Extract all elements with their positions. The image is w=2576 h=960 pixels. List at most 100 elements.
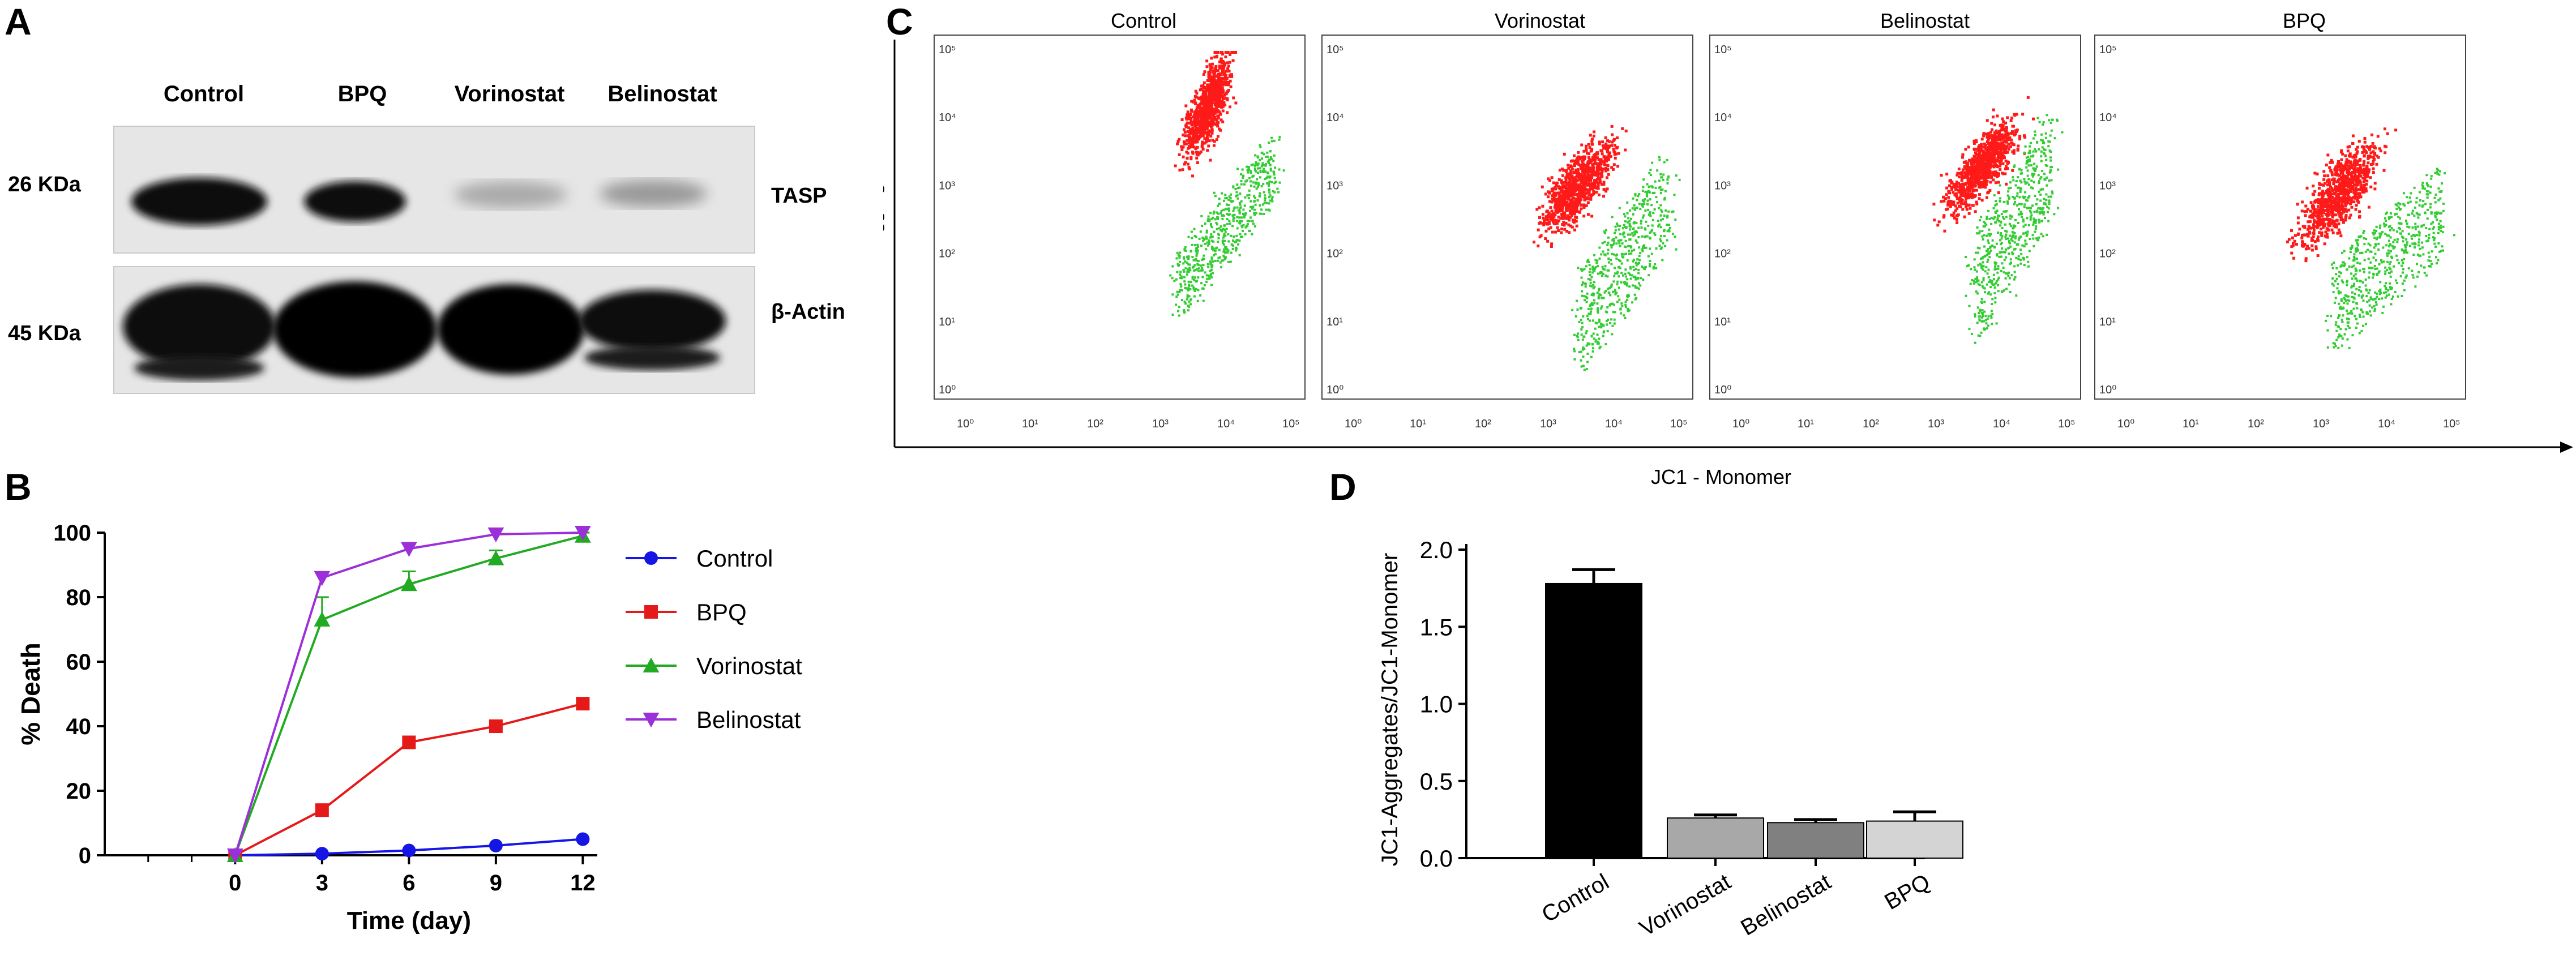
flow-dot-red	[2329, 191, 2332, 195]
flow-dot-red	[1546, 213, 1550, 217]
flow-dot-green	[1993, 286, 1996, 289]
flow-dot-red	[1984, 165, 1987, 168]
flow-dot-green	[1592, 332, 1595, 335]
flow-dot-green	[1985, 322, 1988, 325]
flow-dot-red	[1974, 166, 1978, 169]
flow-dot-green	[1594, 322, 1597, 324]
flow-dot-green	[1659, 214, 1662, 217]
flow-dot-red	[1193, 98, 1196, 102]
flow-dot-green	[1607, 269, 1610, 272]
flow-dot-red	[1578, 199, 1582, 203]
flow-dot-red	[2348, 190, 2352, 193]
flow-dot-green	[1231, 225, 1234, 228]
flow-dot-red	[1570, 195, 1573, 198]
flow-dot-green	[2032, 181, 2035, 183]
flow-dot-red	[1586, 201, 1590, 204]
flow-dot-green	[2019, 187, 2022, 190]
flow-dot-red	[1586, 174, 1590, 178]
flow-dot-red	[1188, 115, 1191, 119]
flow-dot-red	[1582, 205, 1586, 209]
flow-dot-green	[1597, 341, 1599, 344]
flow-dot-red	[1202, 89, 1205, 93]
flow-dot-green	[1223, 258, 1226, 260]
flow-dot-green	[1232, 209, 1235, 212]
flow-dot-green	[2007, 271, 2010, 274]
flow-dot-green	[2047, 140, 2050, 143]
flow-dot-red	[1592, 162, 1595, 166]
flow-dot-green	[1169, 274, 1172, 277]
flow-dot-green	[1193, 295, 1196, 298]
flow-dot-green	[1636, 206, 1638, 209]
flow-dot-green	[1257, 182, 1260, 185]
flow-dot-green	[1266, 182, 1269, 185]
flow-dot-red	[1979, 168, 1983, 171]
flow-dot-green	[1996, 217, 1999, 220]
flow-dot-red	[1195, 117, 1199, 121]
flow-dot-green	[1180, 285, 1183, 288]
flow-dot-red	[1975, 158, 1979, 161]
flow-dot-red	[1606, 144, 1610, 148]
flow-dot-red	[1978, 166, 1981, 169]
band-tasp-control	[131, 178, 267, 225]
flow-dot-green	[1260, 208, 1263, 211]
flow-dot-red	[1552, 196, 1556, 200]
band-actin-belinostat	[579, 290, 726, 352]
flow-dot-red	[2339, 162, 2343, 165]
flow-dot-red	[1211, 107, 1214, 110]
flow-dot-green	[1251, 175, 1254, 178]
flow-dot-green	[1643, 203, 1646, 205]
flow-dot-red	[1616, 165, 1620, 168]
flow-dot-red	[1176, 139, 1180, 143]
flow-dot-green	[1645, 192, 1648, 195]
flow-dot-red	[1961, 199, 1964, 202]
flow-dot-red	[1588, 182, 1591, 186]
flow-dot-green	[2008, 222, 2011, 225]
flow-dot-green	[2007, 275, 2010, 277]
flow-dot-red	[2016, 128, 2019, 132]
flow-dot-red	[1587, 152, 1591, 156]
flow-dot-green	[2039, 212, 2042, 215]
flow-dot-red	[1587, 160, 1590, 163]
flow-dot-red	[1191, 137, 1194, 140]
blot-bands-tasp	[131, 178, 707, 225]
flow-dot-green	[1270, 140, 1273, 143]
flow-x-tick-control-5: 10⁵	[1282, 418, 1300, 430]
flow-dot-red	[1986, 147, 1989, 151]
flow-dot-red	[1999, 123, 2002, 127]
flow-dot-green	[1632, 213, 1634, 216]
flow-dot-green	[1246, 194, 1249, 197]
flow-dot-red	[1183, 131, 1187, 134]
flow-dot-green	[1175, 257, 1178, 260]
flow-dot-green	[1654, 186, 1657, 189]
flow-dot-red	[1207, 113, 1210, 116]
flow-dot-green	[1229, 199, 1232, 202]
flow-dot-green	[1589, 281, 1592, 284]
flow-dot-green	[1233, 217, 1236, 220]
flow-dot-red	[1195, 96, 1198, 99]
flow-dot-green	[1604, 229, 1607, 232]
flow-dot-green	[2017, 176, 2019, 179]
flow-dot-green	[1246, 220, 1249, 222]
flow-dot-green	[1993, 268, 1996, 271]
flow-dot-green	[1253, 185, 1256, 188]
flow-dot-green	[1623, 235, 1626, 238]
flow-dot-green	[1580, 359, 1582, 362]
flow-dot-green	[1578, 321, 1581, 324]
flow-dot-green	[1184, 260, 1187, 263]
flow-dot-green	[1653, 232, 1656, 235]
flow-dot-red	[2357, 192, 2361, 195]
flow-dot-red	[1992, 170, 1996, 174]
flow-dot-green	[1223, 251, 1226, 254]
flow-y-tick-belinostat-0: 10⁵	[1714, 44, 1732, 56]
flow-dot-green	[1262, 182, 1265, 185]
flow-dot-green	[1610, 263, 1613, 265]
flow-dot-red	[1975, 156, 1978, 160]
flow-dot-green	[1619, 260, 1621, 263]
band-actin-control-lower	[134, 355, 264, 380]
flow-dot-green	[1179, 271, 1182, 273]
flow-dot-red	[1593, 172, 1597, 175]
flow-dot-red	[1998, 144, 2001, 148]
flow-dot-green	[1259, 204, 1261, 207]
flow-dot-red	[1972, 139, 1976, 143]
flow-dot-green	[1580, 350, 1582, 353]
